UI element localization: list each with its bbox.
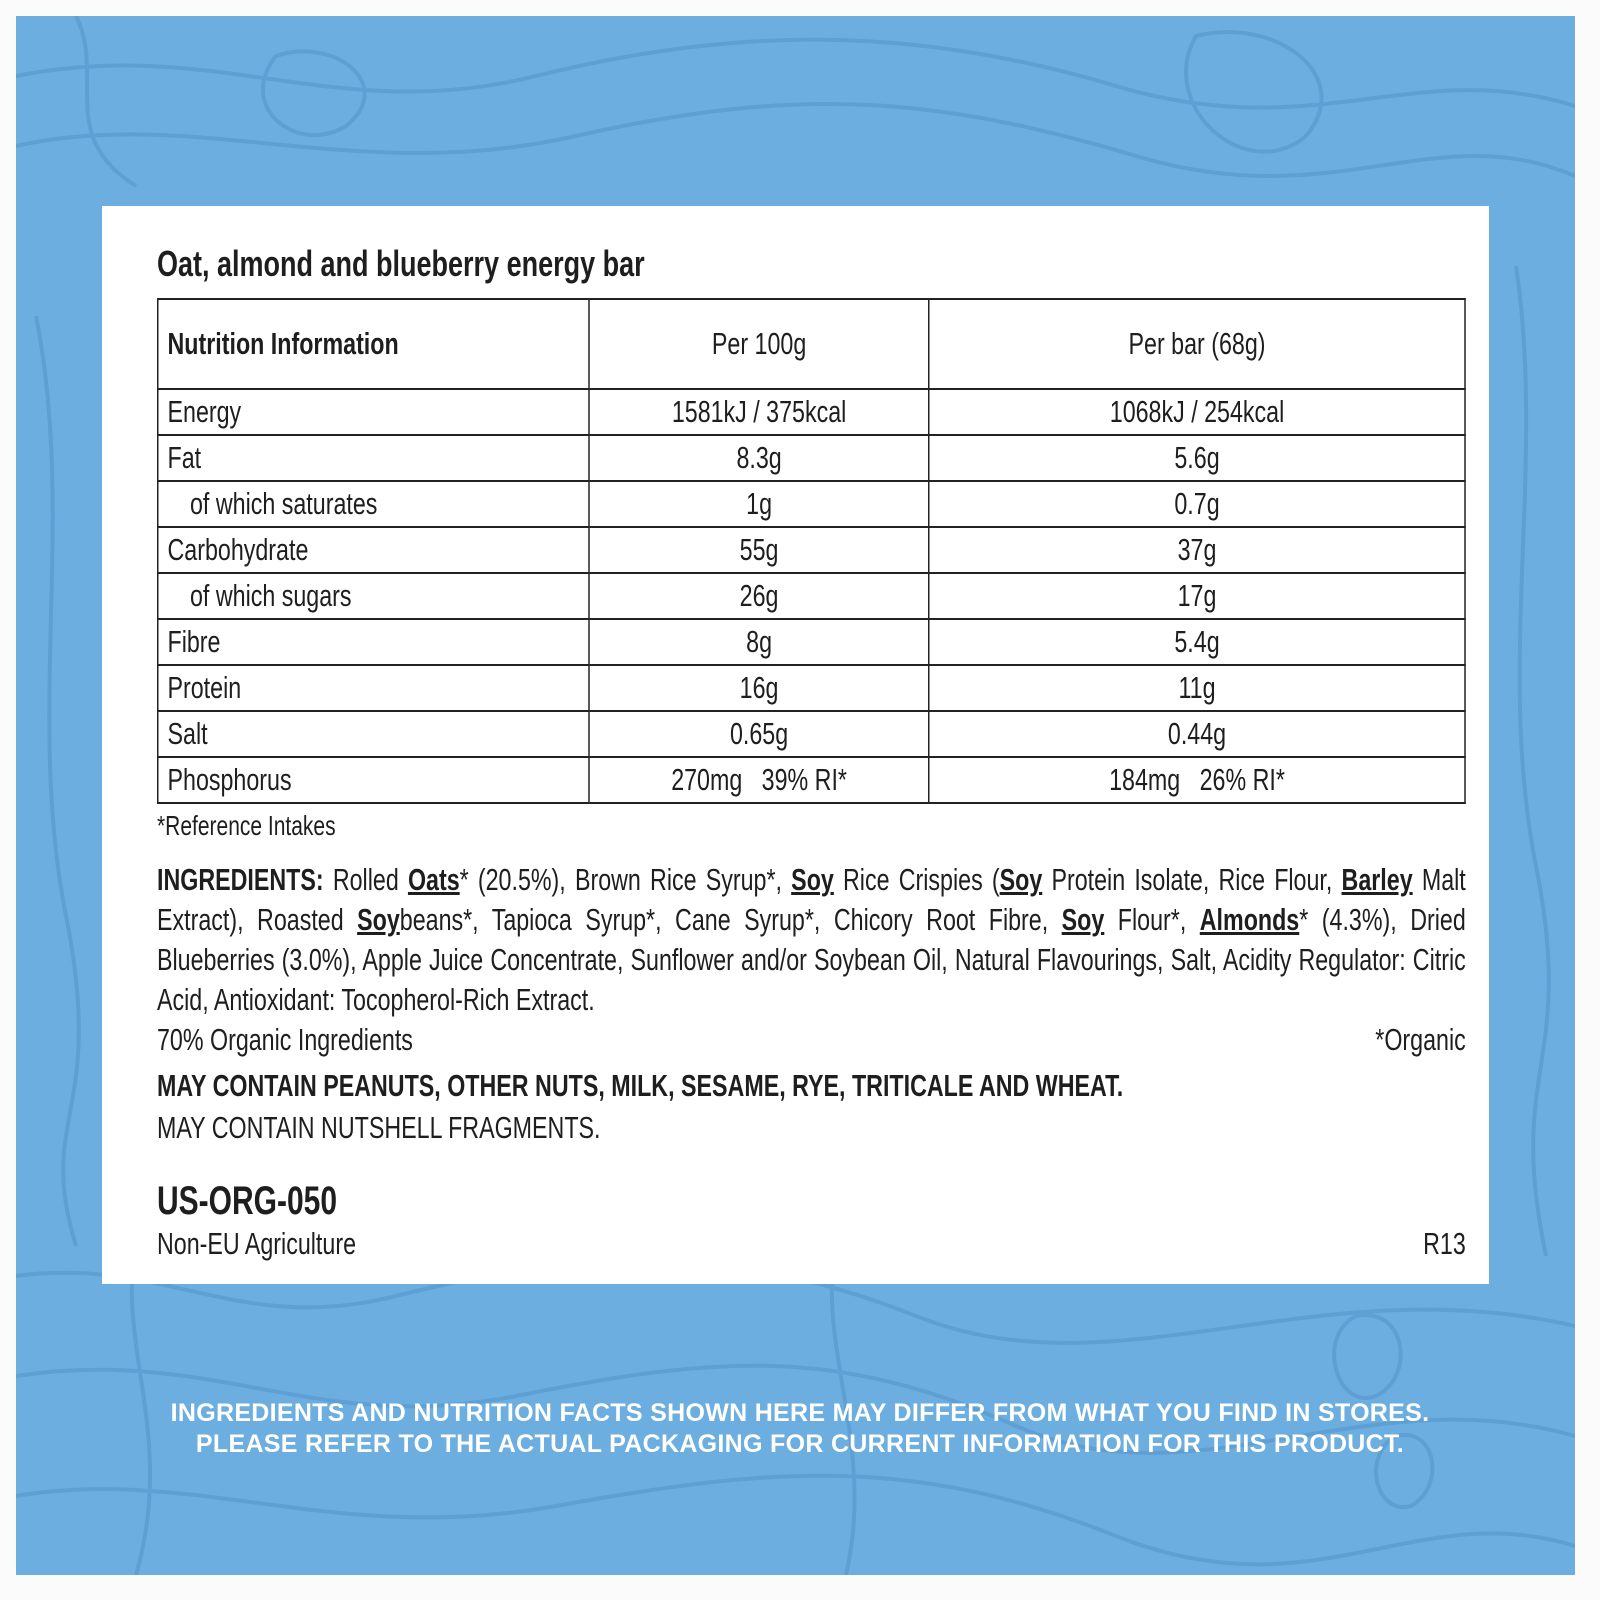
value-per-bar: 184mg 26% RI* (928, 756, 1466, 804)
table-row: of which saturates 1g 0.7g (156, 480, 1466, 528)
value-per-bar: 1068kJ / 254kcal (928, 388, 1466, 436)
ingredient-text: Rolled (323, 862, 408, 897)
value-per-100g: 26g (588, 572, 930, 620)
value-per-100g: 1581kJ / 375kcal (588, 388, 930, 436)
organic-note: *Organic (1375, 1022, 1466, 1057)
nutshell-warning: MAY CONTAIN NUTSHELL FRAGMENTS. (157, 1110, 601, 1145)
table-row: of which sugars 26g 17g (156, 572, 1466, 620)
table-row: Energy 1581kJ / 375kcal 1068kJ / 254kcal (156, 388, 1466, 436)
background-panel: Oat, almond and blueberry energy bar Nut… (16, 16, 1575, 1575)
allergen-ingredient: Soy (357, 902, 400, 937)
nutrient-name: of which sugars (156, 572, 590, 620)
table-row: Carbohydrate 55g 37g (156, 526, 1466, 574)
organic-percent: 70% Organic Ingredients (157, 1022, 413, 1057)
allergen-ingredient: Soy (791, 862, 834, 897)
table-row: Fibre 8g 5.4g (156, 618, 1466, 666)
ingredient-text: beans*, Tapioca Syrup*, Cane Syrup*, Chi… (399, 902, 1062, 937)
value-per-100g: 16g (588, 664, 930, 712)
value-per-100g: 55g (588, 526, 930, 574)
header-per-bar: Per bar (68g) (928, 298, 1466, 390)
nutrient-name: Fat (156, 434, 590, 482)
value-per-100g: 8g (588, 618, 930, 666)
nutrient-name: Salt (156, 710, 590, 758)
table-row: Salt 0.65g 0.44g (156, 710, 1466, 758)
agriculture-origin: Non-EU Agriculture (157, 1226, 357, 1261)
disclaimer: INGREDIENTS AND NUTRITION FACTS SHOWN HE… (0, 1398, 1600, 1460)
ingredients-text: INGREDIENTS: Rolled Oats* (20.5%), Brown… (157, 860, 1466, 1020)
value-per-bar: 5.6g (928, 434, 1466, 482)
allergen-warning: MAY CONTAIN PEANUTS, OTHER NUTS, MILK, S… (157, 1068, 1124, 1103)
value-per-100g: 270mg 39% RI* (588, 756, 930, 804)
allergen-ingredient: Soy (1061, 902, 1105, 937)
value-per-bar: 37g (928, 526, 1466, 574)
reference-code: R13 (1423, 1226, 1466, 1261)
allergen-ingredient: Barley (1341, 862, 1413, 897)
value-per-bar: 5.4g (928, 618, 1466, 666)
organic-row: 70% Organic Ingredients *Organic (157, 1020, 1466, 1060)
nutrient-name: of which saturates (156, 480, 590, 528)
table-row: Fat 8.3g 5.6g (156, 434, 1466, 482)
organic-certifier-code: US-ORG-050 (157, 1179, 338, 1223)
value-per-100g: 0.65g (588, 710, 930, 758)
ingredient-text: Flour*, (1104, 902, 1200, 937)
nutrient-name: Protein (156, 664, 590, 712)
disclaimer-line-2: PLEASE REFER TO THE ACTUAL PACKAGING FOR… (195, 1430, 1405, 1458)
reference-intakes-note: *Reference Intakes (157, 810, 336, 841)
nutrition-table: Nutrition Information Per 100g Per bar (… (156, 298, 1466, 804)
allergen-ingredient: Almonds (1199, 902, 1300, 937)
allergen-ingredient: Oats (407, 862, 460, 897)
ingredients-label: INGREDIENTS: (157, 862, 324, 897)
ingredient-text: Malt Extract), Roasted (157, 862, 1466, 937)
product-title: Oat, almond and blueberry energy bar (157, 243, 645, 284)
value-per-bar: 17g (928, 572, 1466, 620)
nutrition-card: Oat, almond and blueberry energy bar Nut… (102, 206, 1489, 1284)
ingredient-text: Protein Isolate, Rice Flour, (1042, 862, 1342, 897)
table-header-row: Nutrition Information Per 100g Per bar (… (156, 298, 1466, 390)
value-per-100g: 8.3g (588, 434, 930, 482)
value-per-100g: 1g (588, 480, 930, 528)
header-nutrition-information: Nutrition Information (156, 298, 590, 390)
agriculture-row: Non-EU Agriculture R13 (157, 1224, 1466, 1264)
value-per-bar: 0.7g (928, 480, 1466, 528)
allergen-ingredient: Soy (999, 862, 1043, 897)
nutrient-name: Fibre (156, 618, 590, 666)
disclaimer-line-1: INGREDIENTS AND NUTRITION FACTS SHOWN HE… (170, 1399, 1430, 1427)
header-per-100g: Per 100g (588, 298, 930, 390)
nutrient-name: Energy (156, 388, 590, 436)
table-row: Phosphorus 270mg 39% RI* 184mg 26% RI* (156, 756, 1466, 804)
value-per-bar: 0.44g (928, 710, 1466, 758)
ingredient-text: Rice Crispies ( (833, 862, 1000, 897)
nutrient-name: Carbohydrate (156, 526, 590, 574)
ingredient-text: * (20.5%), Brown Rice Syrup*, (459, 862, 792, 897)
table-row: Protein 16g 11g (156, 664, 1466, 712)
ingredient-text: * (4.3%), Dried Blueberries (3.0%), Appl… (157, 902, 1466, 1017)
nutrient-name: Phosphorus (156, 756, 590, 804)
value-per-bar: 11g (928, 664, 1466, 712)
